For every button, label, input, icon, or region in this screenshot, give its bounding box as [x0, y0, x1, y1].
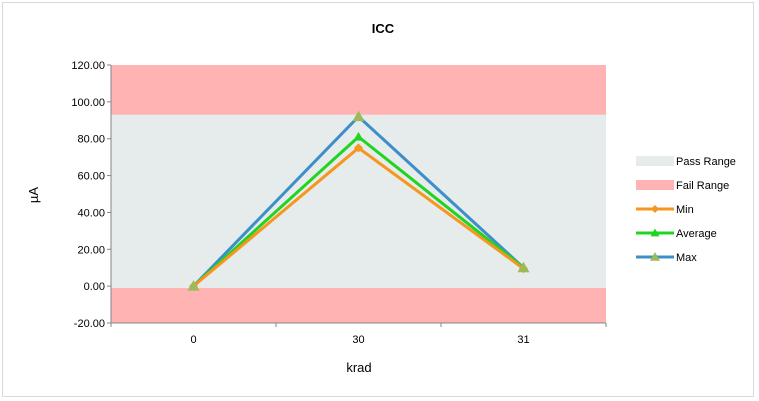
x-tick-label: 30 — [352, 334, 364, 346]
y-tick-label: 80.00 — [77, 134, 105, 146]
legend-label-min: Min — [676, 204, 694, 216]
fail-range-band-1 — [111, 287, 606, 323]
max-point — [517, 261, 530, 273]
chart-title: ICC — [372, 21, 395, 36]
legend-label-fail-range: Fail Range — [676, 180, 729, 192]
legend-label-average: Average — [676, 228, 717, 240]
y-tick-label: 0.00 — [84, 281, 105, 293]
pass-range-band-0 — [111, 114, 606, 288]
max-point — [352, 110, 365, 122]
legend-marker-average — [650, 228, 660, 237]
y-tick-label: -20.00 — [74, 318, 105, 330]
fail-range-band-0 — [111, 65, 606, 115]
legend-marker-max — [650, 252, 660, 261]
x-tick-label: 0 — [190, 334, 196, 346]
y-axis-label: µA — [26, 187, 41, 203]
y-tick-label: 60.00 — [77, 171, 105, 183]
min-point — [354, 143, 363, 153]
legend-swatch-pass-range — [636, 156, 674, 166]
legend-label-pass-range: Pass Range — [676, 156, 736, 168]
x-tick-label: 31 — [517, 334, 529, 346]
average-point — [353, 131, 364, 141]
legend-marker-min — [651, 205, 659, 213]
y-tick-label: 40.00 — [77, 207, 105, 219]
legend-swatch-fail-range — [636, 180, 674, 190]
y-tick-label: 120.00 — [71, 60, 105, 72]
legend-label-max: Max — [676, 252, 697, 264]
x-axis-label: krad — [346, 360, 371, 375]
y-tick-label: 100.00 — [71, 97, 105, 109]
max-point — [187, 280, 200, 291]
y-tick-label: 20.00 — [77, 244, 105, 256]
